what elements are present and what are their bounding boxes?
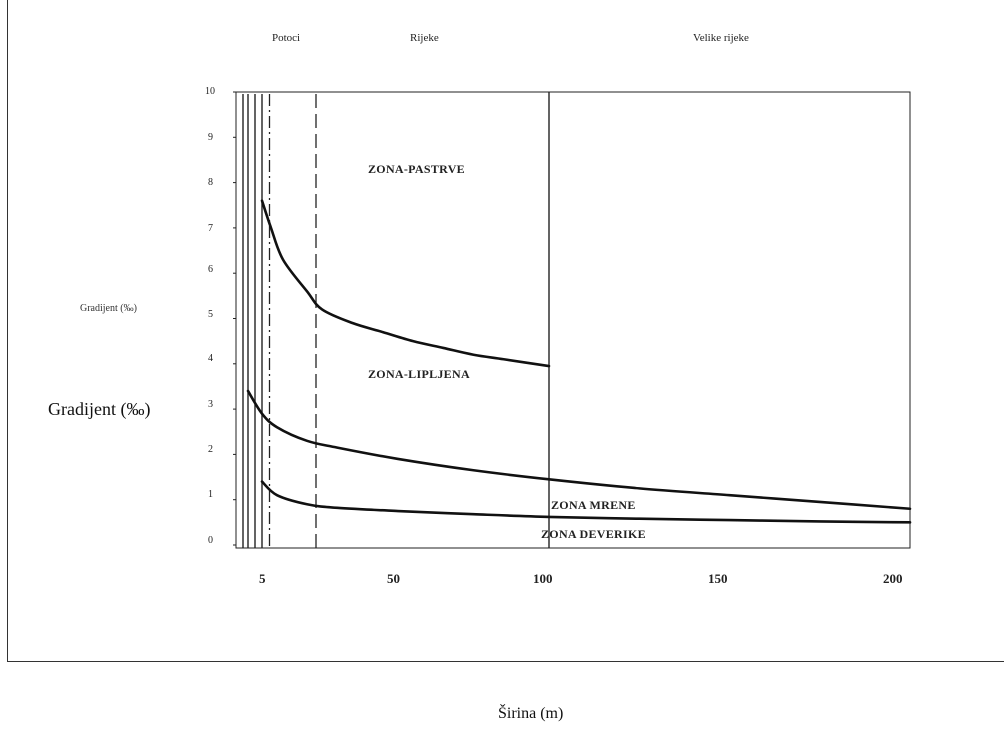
x-axis-label: Širina (m)	[498, 705, 564, 722]
curve-pastrve-lipljena	[260, 199, 551, 368]
x-tick-label-100: 100	[533, 571, 553, 586]
y-tick-label-3: 3	[208, 399, 213, 410]
y-axis-label-small: Gradijent (‰)	[80, 303, 137, 314]
x-tick-label-200: 200	[883, 571, 903, 586]
y-tick-label-1: 1	[208, 489, 213, 500]
zone-curves	[246, 199, 912, 524]
width-class-rijeke: Rijeke	[410, 32, 439, 44]
x-tick-label-50: 50	[387, 571, 400, 586]
y-axis-ticks	[233, 91, 236, 546]
width-class-velike-rijeke: Velike rijeke	[693, 32, 749, 44]
zone-label-mrene: ZONA MRENE	[551, 498, 636, 512]
plot-area-border	[235, 91, 911, 549]
zone-label-pastrve: ZONA-PASTRVE	[368, 162, 465, 176]
y-tick-label-5: 5	[208, 309, 213, 320]
y-tick-label-10: 10	[205, 86, 215, 97]
zone-boundary-lines	[242, 92, 550, 548]
x-tick-label-150: 150	[708, 571, 728, 586]
width-class-potoci: Potoci	[272, 32, 301, 44]
y-tick-label-0: 0	[208, 535, 213, 546]
chart-frame	[7, 0, 1004, 662]
y-tick-label-8: 8	[208, 177, 213, 188]
zone-label-lipljena: ZONA-LIPLJENA	[368, 367, 470, 381]
curve-lipljena-mrene	[246, 389, 912, 511]
y-tick-label-4: 4	[208, 353, 213, 364]
y-tick-label-7: 7	[208, 223, 213, 234]
y-tick-label-6: 6	[208, 264, 213, 275]
curve-mrene-deverike	[260, 480, 912, 524]
x-tick-label-5: 5	[259, 571, 266, 586]
y-axis-label: Gradijent (‰)	[48, 399, 151, 419]
y-tick-label-9: 9	[208, 132, 213, 143]
zone-label-deverike: ZONA DEVERIKE	[541, 527, 646, 541]
y-tick-label-2: 2	[208, 444, 213, 455]
